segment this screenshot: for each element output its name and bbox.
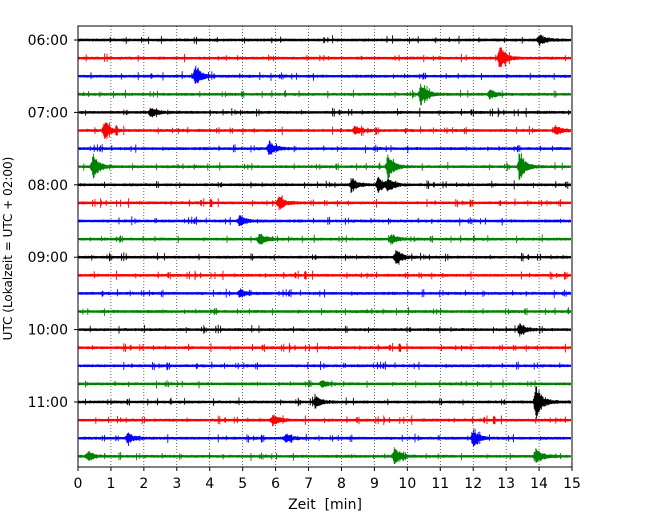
trace-row <box>78 122 571 139</box>
y-tick-label: 08:00 <box>28 178 68 194</box>
y-tick-label: 09:00 <box>28 250 68 266</box>
trace-waveform <box>78 65 571 84</box>
x-tick-label: 8 <box>337 476 346 492</box>
trace-row <box>78 428 571 447</box>
trace-row <box>78 140 571 155</box>
x-tick-label: 5 <box>238 476 247 492</box>
trace-row <box>78 323 571 337</box>
x-tick-label: 2 <box>139 476 148 492</box>
trace-row <box>78 361 571 371</box>
trace-row <box>78 195 571 211</box>
x-tick-label: 10 <box>398 476 416 492</box>
trace-row <box>78 83 571 106</box>
trace-row <box>78 153 571 180</box>
x-tick-label: 12 <box>464 476 482 492</box>
trace-row <box>78 107 571 118</box>
x-tick-label: 4 <box>205 476 214 492</box>
trace-row <box>78 447 571 464</box>
x-tick-label: 3 <box>172 476 181 492</box>
x-tick-label: 9 <box>370 476 379 492</box>
trace-row <box>78 215 571 227</box>
x-tick-label: 11 <box>431 476 449 492</box>
x-axis-label: Zeit [min] <box>288 497 362 513</box>
x-axis: 0 1 2 3 4 5 6 7 8 9 10 11 12 13 14 15 <box>74 467 581 492</box>
trace-row <box>78 34 571 47</box>
x-tick-label: 6 <box>271 476 280 492</box>
trace-row <box>78 414 571 427</box>
trace-row <box>78 250 571 265</box>
y-tick-label: 11:00 <box>28 395 68 411</box>
trace-row <box>78 65 571 84</box>
x-tick-label: 7 <box>304 476 313 492</box>
x-tick-label: 1 <box>106 476 115 492</box>
plot-frame <box>77 25 573 468</box>
trace-row <box>78 343 571 353</box>
y-tick-label: 06:00 <box>28 33 68 49</box>
y-axis: 06:00 07:00 08:00 09:00 10:00 11:00 <box>28 33 78 411</box>
x-tick-label: 13 <box>497 476 515 492</box>
trace-row <box>78 176 571 193</box>
y-axis-label: UTC (Lokalzeit = UTC + 02:00) <box>1 157 15 341</box>
trace-row <box>78 288 571 299</box>
trace-row <box>78 386 571 419</box>
trace-row <box>78 233 571 245</box>
y-tick-label: 07:00 <box>28 105 68 121</box>
x-tick-label: 0 <box>74 476 83 492</box>
trace-row <box>78 47 571 68</box>
y-tick-label: 10:00 <box>28 323 68 339</box>
trace-row <box>78 270 571 281</box>
trace-row <box>78 307 571 316</box>
x-tick-label: 14 <box>530 476 548 492</box>
seismogram-traces <box>78 34 571 464</box>
trace-row <box>78 379 571 389</box>
x-tick-label: 15 <box>563 476 581 492</box>
